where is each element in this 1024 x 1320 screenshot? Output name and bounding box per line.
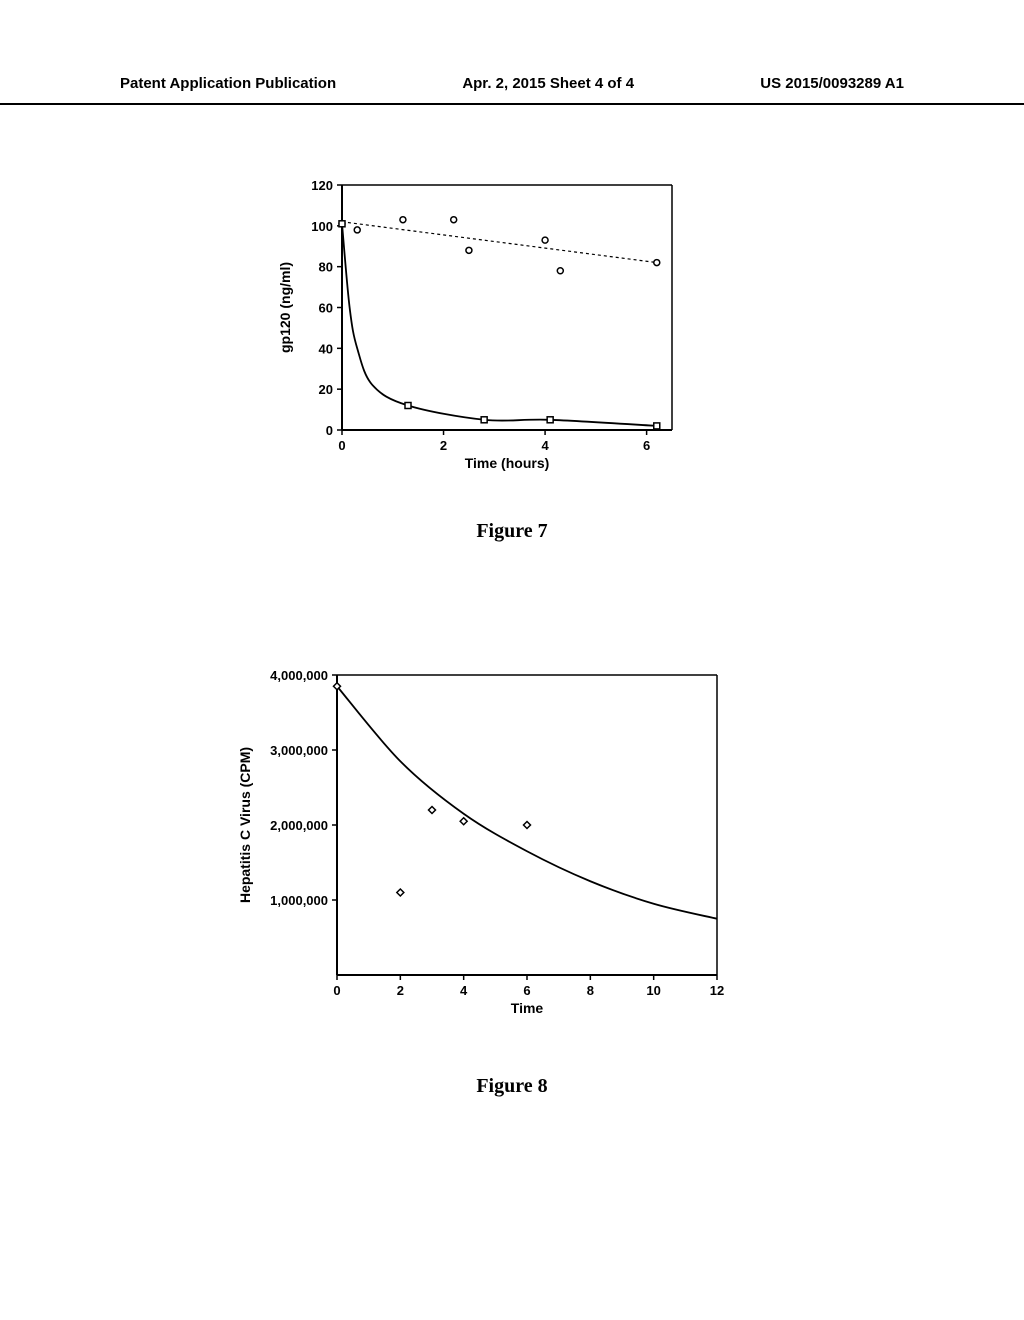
svg-text:60: 60 [319,301,333,316]
svg-text:4,000,000: 4,000,000 [270,668,328,683]
svg-text:6: 6 [523,983,530,998]
svg-text:4: 4 [541,438,549,453]
svg-text:Time: Time [511,1000,544,1016]
svg-text:2: 2 [440,438,447,453]
svg-text:1,000,000: 1,000,000 [270,893,328,908]
svg-text:3,000,000: 3,000,000 [270,743,328,758]
svg-text:12: 12 [710,983,724,998]
svg-text:4: 4 [460,983,468,998]
figure-7-container: 0 20 40 60 80 100 120 0 2 4 6 Time (hours) gp120 (ng… [272,175,752,543]
svg-text:Time (hours): Time (hours) [465,455,550,471]
figure-7-chart: 0 20 40 60 80 100 120 0 2 4 6 Time (hours) gp120 (ng… [272,175,682,495]
svg-text:20: 20 [319,382,333,397]
svg-text:Hepatitis C Virus (CPM): Hepatitis C Virus (CPM) [237,747,253,903]
header-center: Apr. 2, 2015 Sheet 4 of 4 [462,75,634,103]
page-header: Patent Application Publication Apr. 2, 2… [0,75,1024,105]
svg-text:80: 80 [319,260,333,275]
svg-text:2,000,000: 2,000,000 [270,818,328,833]
figure-8-container: 1,000,000 2,000,000 3,000,000 4,000,000 0 2 4 6… [232,665,792,1098]
svg-text:0: 0 [338,438,345,453]
svg-text:0: 0 [333,983,340,998]
header-right: US 2015/0093289 A1 [760,75,904,103]
figure-8-label: Figure 8 [232,1075,792,1098]
svg-text:gp120 (ng/ml): gp120 (ng/ml) [277,262,293,353]
svg-text:120: 120 [311,178,333,193]
svg-text:6: 6 [643,438,650,453]
figure-8-chart: 1,000,000 2,000,000 3,000,000 4,000,000 0 2 4 6… [232,665,732,1050]
figure-7-label: Figure 7 [272,520,752,543]
svg-text:8: 8 [587,983,594,998]
svg-text:2: 2 [397,983,404,998]
svg-text:100: 100 [311,219,333,234]
svg-text:0: 0 [326,423,333,438]
svg-text:10: 10 [646,983,660,998]
svg-text:40: 40 [319,341,333,356]
header-left: Patent Application Publication [120,75,336,103]
